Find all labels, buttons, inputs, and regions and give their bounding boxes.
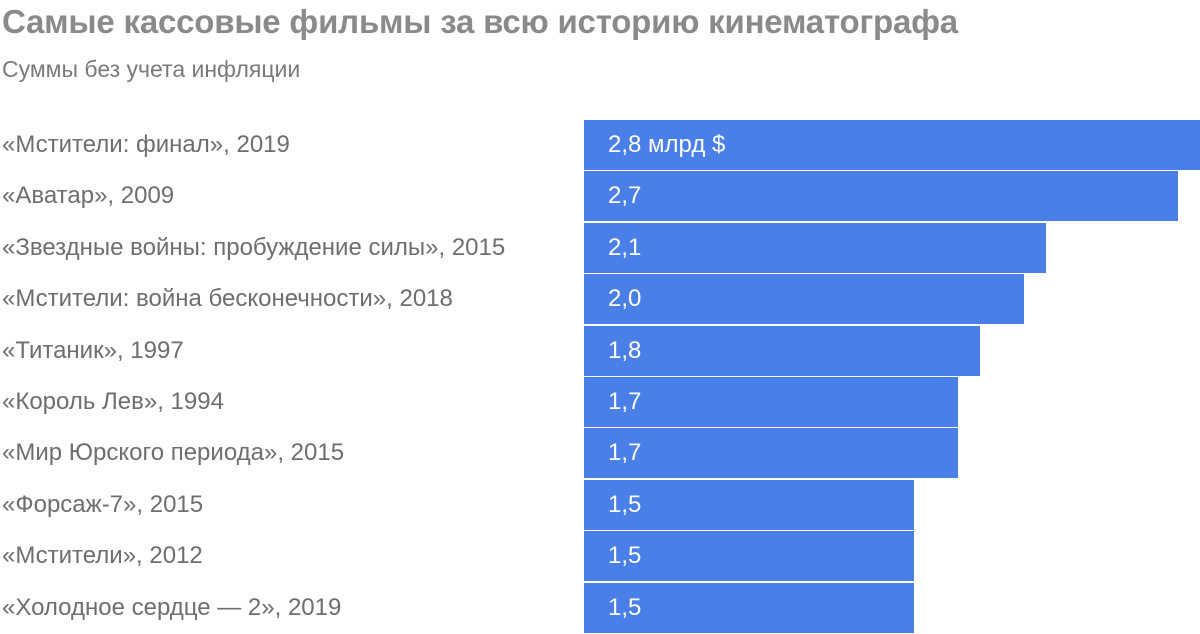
bar: 2,1 [584, 222, 1046, 273]
category-label: «Титаник», 1997 [2, 336, 184, 364]
bar: 1,5 [584, 582, 914, 633]
category-label: «Форсаж-7», 2015 [2, 490, 204, 518]
category-label: «Звездные войны: пробуждение силы», 2015 [2, 233, 506, 261]
category-label: «Холодное сердце — 2», 2019 [2, 593, 342, 621]
bar-value-label: 1,8 [608, 336, 642, 364]
bar-value-label: 1,5 [608, 593, 642, 621]
chart-title: Самые кассовые фильмы за всю историю кин… [2, 3, 958, 40]
bar: 1,8 [584, 325, 980, 376]
bar-value-label: 2,8 млрд $ [608, 131, 726, 158]
bar-value-label: 1,5 [608, 542, 642, 570]
category-label: «Мстители», 2012 [2, 542, 203, 570]
chart-subtitle: Суммы без учета инфляции [2, 56, 301, 82]
category-label: «Король Лев», 1994 [2, 388, 224, 415]
bar-value-label: 2,0 [608, 285, 642, 313]
bar: 2,0 [584, 274, 1024, 325]
bar: 1,5 [584, 531, 914, 582]
bar-value-label: 2,7 [608, 182, 642, 210]
bar: 1,7 [584, 377, 958, 427]
bar: 1,5 [584, 479, 914, 530]
bar-value-label: 1,7 [608, 439, 642, 467]
category-label: «Мстители: финал», 2019 [2, 131, 290, 158]
category-label: «Мир Юрского периода», 2015 [2, 439, 345, 467]
bar: 2,7 [584, 171, 1178, 222]
bar-value-label: 1,5 [608, 490, 642, 518]
category-label: «Мстители: война бесконечности», 2018 [2, 285, 453, 313]
category-label: «Аватар», 2009 [2, 182, 175, 210]
bar-value-label: 2,1 [608, 233, 642, 261]
bar: 1,7 [584, 428, 958, 479]
bar: 2,8 млрд $ [584, 120, 1200, 170]
bar-value-label: 1,7 [608, 388, 642, 415]
